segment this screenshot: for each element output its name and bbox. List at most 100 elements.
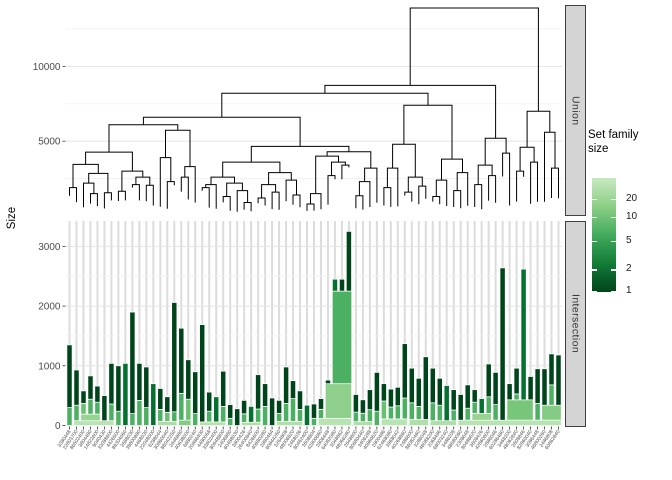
bar-segment [401,343,408,399]
intersection-block [380,418,408,426]
bar-segment [492,404,499,421]
legend-tick-mark [611,240,616,243]
bar-segment [178,327,185,394]
bar-segment [541,368,548,406]
y-tick-label: 10000 [33,62,61,73]
intersection-block [80,413,101,422]
bar-segment [150,383,157,426]
bar-segment [513,367,520,395]
intersection-block [199,421,227,426]
bar-segment [373,410,380,426]
bar-segment [220,406,227,423]
bar-segment [387,406,394,420]
bar-segment [129,311,136,414]
legend-gradient-bar [592,178,616,292]
bar-segment [206,410,213,423]
bar-segment [213,396,220,423]
bar-segment [534,403,541,421]
x-axis-tick-labels: 3380448228037008650240038044801482260090… [57,429,562,451]
bar-segment [164,412,171,422]
bar-segment [478,398,485,414]
bar-segment [297,409,303,422]
legend-title: Set family size [588,129,639,155]
bar-segment [471,389,478,403]
bar-segment [255,374,262,410]
bar-segment [408,402,415,420]
bar-segment [394,405,401,420]
y-tick-label: 2000 [38,302,61,313]
bar-segment [548,384,555,406]
union-dendrogram [69,7,559,212]
bar-segment [262,406,269,426]
bar-segment [290,398,296,422]
bar-segment [450,389,457,411]
bar-segment [80,403,87,415]
bar-segment [220,370,227,407]
y-tick-label: 0 [55,421,61,432]
intersection-block [317,417,352,426]
bar-segment [108,403,115,422]
legend-tick-mark [611,198,616,201]
bar-segment [436,404,443,422]
bar-segment [143,407,150,426]
bar-segment [185,398,192,421]
intersection-block [157,420,178,426]
bar-segment [94,385,101,403]
bar-segment [366,409,373,422]
legend-set-family-size: Set family size 20 10 5 2 1 [588,128,672,308]
bar-segment [66,407,73,426]
bar-segment [290,380,296,399]
bar-segment [87,398,94,415]
intersection-wide-blocks [73,290,562,426]
bar-segment [380,400,387,420]
bar-segment [555,354,562,406]
bar-segment [171,302,178,413]
bar-segment [227,404,234,419]
intersection-block [324,383,352,419]
bar-segment [464,384,471,409]
legend-tick-label: 2 [626,263,632,275]
bar-segment [422,356,429,420]
bar-segment [415,406,422,420]
bar-segment [283,403,290,422]
bar-segment [415,377,422,407]
bar-segment [248,406,255,423]
bar-segment [115,365,122,412]
bar-segment [345,231,352,292]
bar-segment [352,411,359,423]
intersection-block [457,419,562,426]
y-tick-label: 3000 [38,242,61,253]
bar-segment [255,408,262,423]
bar-segment [318,409,324,419]
bar-segment [359,412,366,423]
bar-segment [485,396,492,414]
bar-segment [157,388,164,410]
bar-segment [352,394,359,413]
bar-segment [373,372,380,412]
bar-segment [457,394,464,421]
bar-segment [443,385,450,422]
bar-segment [227,417,234,426]
legend-tick-mark [592,198,597,201]
bar-segment [108,363,115,405]
bar-segment [297,390,303,410]
bar-segment [304,404,310,426]
facet-strip-intersection: Intersection [565,221,586,427]
bar-segment [269,397,276,426]
bar-segment [499,267,506,421]
bar-segment [492,372,499,405]
legend-tick-mark [592,291,597,294]
bar-segment [143,366,150,408]
bar-segment [115,410,122,426]
bar-segment [136,400,143,426]
bar-segment [401,397,408,420]
legend-tick-label: 10 [626,210,638,222]
axis-tick-marks [62,65,559,430]
facet-strip-union: Union [565,5,586,216]
bar-segment [513,393,520,401]
bar-segment [73,404,80,422]
bar-segment [283,366,290,404]
bar-segment [408,367,415,404]
